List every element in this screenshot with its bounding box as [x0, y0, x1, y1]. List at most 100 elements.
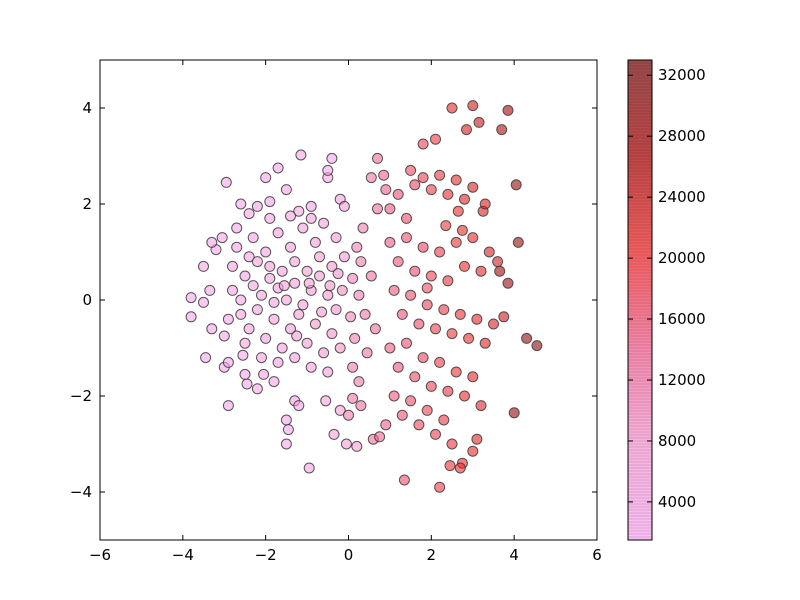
x-tick-label: 4 [509, 546, 519, 564]
data-point [289, 256, 301, 268]
data-point [483, 246, 495, 258]
data-point [450, 366, 462, 378]
data-point [392, 361, 404, 373]
data-point [293, 400, 305, 412]
data-point [531, 340, 543, 352]
data-point [450, 174, 462, 186]
data-point [351, 241, 363, 253]
data-point [231, 222, 243, 234]
data-point [303, 462, 315, 474]
data-point [463, 332, 475, 344]
data-point [446, 438, 458, 450]
data-point [293, 205, 305, 217]
data-point [239, 270, 251, 282]
data-point [222, 313, 234, 325]
data-point [237, 349, 249, 361]
data-point [276, 342, 288, 354]
colorbar-tick-label: 24000 [658, 188, 706, 206]
colorbar-tick-label: 20000 [658, 249, 706, 267]
colorbar-tick-label: 16000 [658, 310, 706, 328]
data-point [338, 251, 350, 263]
data-point [434, 481, 446, 493]
data-point [260, 332, 272, 344]
data-point [421, 404, 433, 416]
x-tick-label: −6 [89, 546, 111, 564]
data-point [502, 104, 514, 116]
data-point [289, 352, 301, 364]
plot-area [100, 60, 597, 540]
data-point [285, 210, 296, 222]
colorbar [628, 60, 652, 540]
data-point [365, 270, 377, 282]
data-point [471, 313, 483, 325]
data-point [247, 232, 259, 244]
data-point [280, 414, 292, 426]
data-point [328, 428, 340, 440]
data-point [326, 260, 338, 272]
data-point [305, 361, 317, 373]
data-point [401, 232, 412, 244]
data-point [347, 361, 359, 373]
data-point [222, 400, 234, 412]
data-point [459, 390, 470, 402]
y-axis: −4 −2 0 2 4 [70, 99, 597, 501]
data-point [260, 172, 272, 184]
y-tick-label: −2 [70, 387, 92, 405]
data-point [332, 268, 344, 280]
data-point [372, 203, 383, 215]
colorbar-tick-label: 4000 [658, 493, 696, 511]
data-point [396, 409, 408, 421]
colorbar-frame [627, 59, 653, 541]
data-point [401, 337, 412, 349]
y-tick-label: −4 [70, 483, 92, 501]
data-point [200, 352, 212, 364]
data-point [206, 323, 218, 335]
data-point [280, 184, 292, 196]
data-point [494, 265, 506, 277]
data-point [347, 272, 359, 284]
data-point [496, 124, 508, 136]
data-point [430, 428, 441, 440]
data-point [330, 304, 342, 316]
data-point [231, 241, 243, 253]
data-point [405, 289, 417, 301]
data-point [351, 440, 363, 452]
data-point [204, 284, 216, 296]
colorbar-tick-label: 8000 [658, 432, 696, 450]
data-point [334, 404, 346, 416]
data-point [452, 205, 464, 217]
data-point [256, 352, 267, 364]
data-point [353, 376, 365, 388]
data-point [309, 236, 321, 248]
data-point [264, 272, 276, 284]
data-point [320, 395, 332, 407]
data-point [347, 392, 359, 404]
data-point [198, 260, 209, 272]
data-point [409, 179, 421, 191]
data-point [322, 366, 334, 378]
data-point [388, 284, 400, 296]
data-point [392, 188, 404, 200]
data-point [241, 378, 253, 390]
data-point [521, 332, 533, 344]
data-point [467, 232, 479, 244]
data-point [467, 181, 479, 193]
data-point [322, 164, 334, 176]
data-point [417, 241, 429, 253]
data-point [206, 236, 218, 248]
colorbar-tick-label: 28000 [658, 127, 706, 145]
data-point [326, 152, 338, 164]
data-point [425, 184, 437, 196]
data-point [227, 284, 238, 296]
data-point [461, 124, 472, 136]
x-tick-label: 2 [427, 546, 437, 564]
data-point [502, 277, 514, 289]
scatter-points [185, 100, 543, 493]
data-point [243, 251, 255, 263]
data-point [454, 308, 466, 320]
data-point [459, 260, 470, 272]
data-point [425, 270, 437, 282]
data-point [268, 313, 280, 325]
data-point [235, 308, 247, 320]
data-point [361, 347, 373, 359]
